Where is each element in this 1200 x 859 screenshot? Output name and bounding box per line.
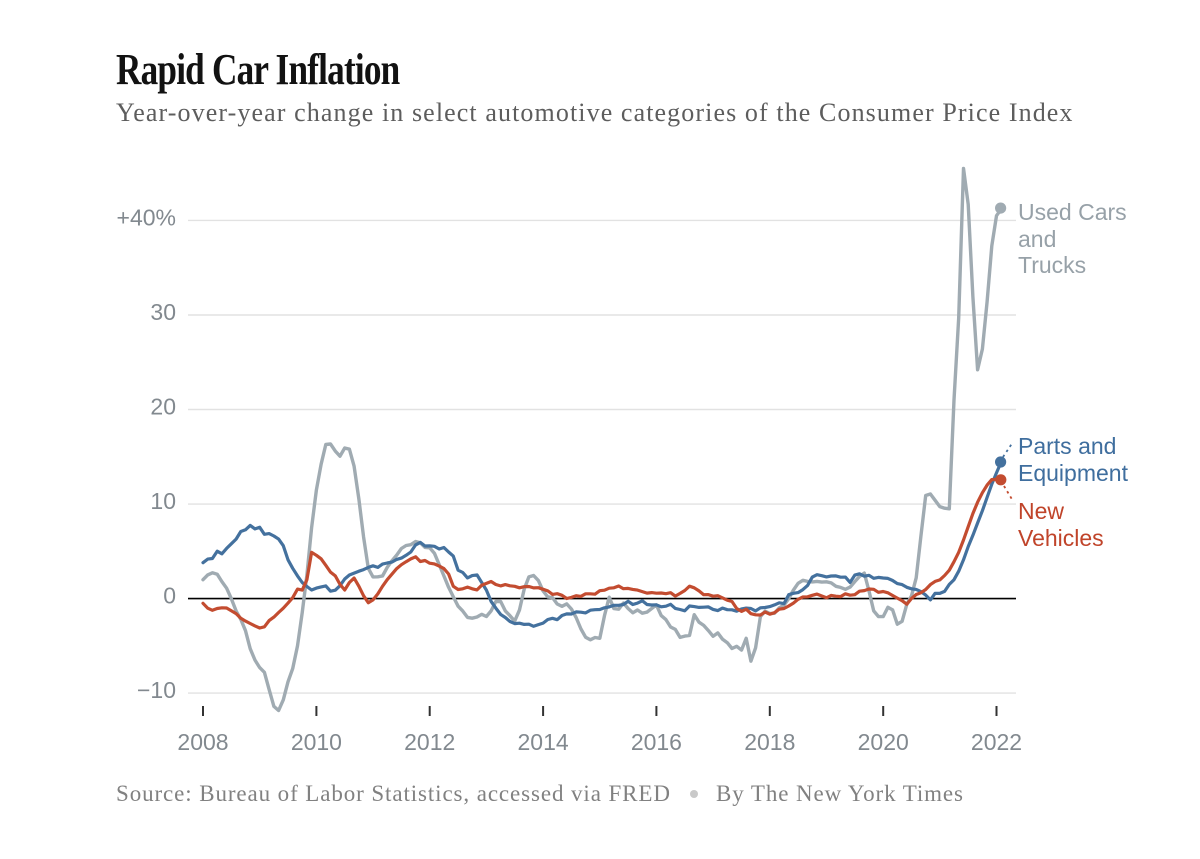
svg-text:2022: 2022 bbox=[971, 729, 1022, 755]
svg-text:2014: 2014 bbox=[518, 729, 569, 755]
svg-text:2016: 2016 bbox=[631, 729, 682, 755]
svg-text:2018: 2018 bbox=[744, 729, 795, 755]
svg-text:2020: 2020 bbox=[858, 729, 909, 755]
svg-text:10: 10 bbox=[150, 488, 176, 514]
svg-text:30: 30 bbox=[150, 299, 176, 325]
svg-text:+40%: +40% bbox=[117, 204, 176, 230]
svg-text:−10: −10 bbox=[137, 677, 176, 703]
svg-text:20: 20 bbox=[150, 394, 176, 420]
svg-text:2012: 2012 bbox=[404, 729, 455, 755]
svg-text:0: 0 bbox=[163, 583, 176, 609]
svg-text:2010: 2010 bbox=[291, 729, 342, 755]
svg-text:2008: 2008 bbox=[177, 729, 228, 755]
